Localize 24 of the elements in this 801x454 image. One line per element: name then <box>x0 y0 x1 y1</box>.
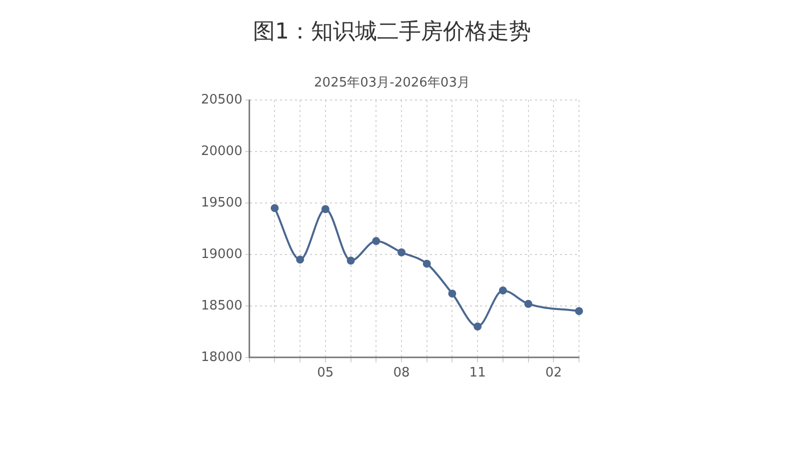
point <box>270 204 279 212</box>
x-tick-label: 08 <box>393 366 410 381</box>
x-tick-label: 05 <box>317 366 334 381</box>
point <box>474 322 482 331</box>
point <box>422 260 431 268</box>
point <box>296 256 304 264</box>
point <box>346 256 355 265</box>
x-tick-label: 11 <box>469 366 486 381</box>
y-tick-label: 20500 <box>200 92 242 108</box>
y-tick-label: 19500 <box>200 195 242 210</box>
y-tick-label: 18500 <box>200 298 242 314</box>
point <box>372 237 380 246</box>
y-tick-label: 18000 <box>200 350 242 365</box>
point <box>448 290 456 298</box>
chart-title: 图1：知识城二手房价格走势 <box>253 20 531 45</box>
x-tick-label: 02 <box>545 366 562 381</box>
point <box>398 248 406 256</box>
point <box>575 307 583 316</box>
chart-subtitle: 2025年03月-2026年03月 <box>314 75 470 90</box>
point <box>524 300 532 308</box>
y-tick-label: 20000 <box>200 144 242 159</box>
point <box>498 286 507 294</box>
point <box>321 205 330 214</box>
y-tick-label: 19000 <box>200 246 242 262</box>
